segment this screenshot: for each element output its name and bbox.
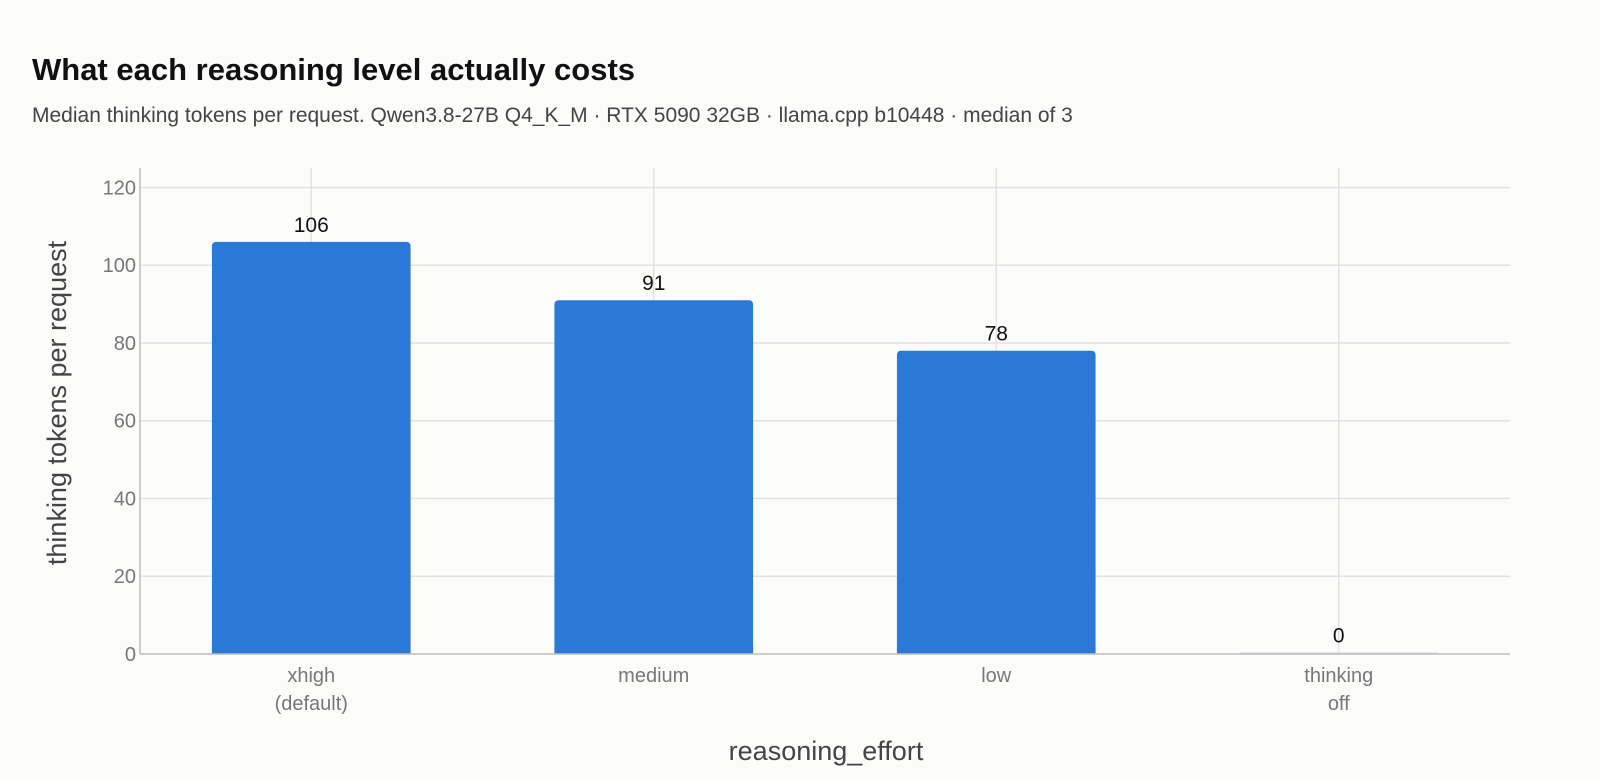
y-tick-label: 0 <box>125 644 136 666</box>
bar <box>896 350 1096 654</box>
x-tick-label: (default) <box>275 693 348 715</box>
bars <box>211 241 1439 654</box>
bar <box>554 300 754 654</box>
y-tick-label: 60 <box>114 411 136 433</box>
x-tick-label: xhigh <box>287 665 335 687</box>
y-tick-label: 120 <box>103 177 136 199</box>
bar-base <box>896 648 1096 654</box>
y-axis-label: thinking tokens per request <box>42 240 72 565</box>
y-tick-label: 80 <box>114 333 136 355</box>
x-tick-label: thinking <box>1304 665 1373 687</box>
axes <box>139 168 1510 655</box>
x-tick-label: off <box>1328 693 1350 715</box>
data-label: 0 <box>1333 625 1345 648</box>
y-tick-label: 40 <box>114 488 136 510</box>
data-label: 78 <box>985 323 1008 346</box>
labels: 0 20 40 60 80 100 120 106 xhigh (default) 91 medium… <box>103 177 1374 715</box>
data-label: 106 <box>294 214 329 237</box>
y-tick-label: 20 <box>114 566 136 588</box>
chart-subtitle: Median thinking tokens per request. Qwen… <box>32 104 1073 127</box>
bar <box>211 241 411 654</box>
x-tick-label: medium <box>618 665 689 687</box>
y-tick-label: 100 <box>103 255 136 277</box>
x-axis-label: reasoning_effort <box>729 736 924 766</box>
bar-base <box>211 648 411 654</box>
chart-title: What each reasoning level actually costs <box>32 52 636 87</box>
x-tick-label: low <box>981 665 1012 687</box>
data-label: 91 <box>642 272 665 295</box>
bar-base <box>554 648 754 654</box>
